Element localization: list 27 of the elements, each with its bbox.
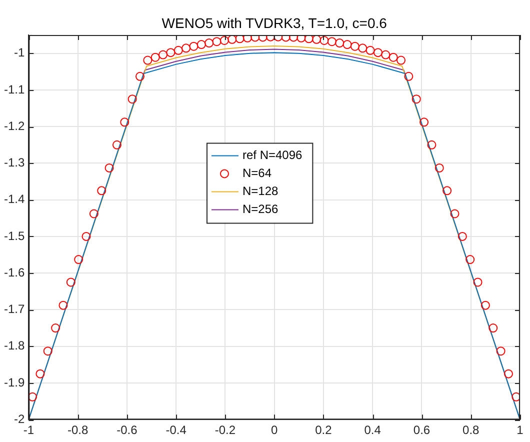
- y-tick-label: -1.8: [4, 338, 25, 353]
- y-tick-label: -2: [14, 412, 25, 426]
- y-tick-label: -1.3: [4, 156, 25, 170]
- x-tick-label: -0.4: [166, 423, 187, 438]
- y-tick-label: -1.6: [4, 265, 25, 280]
- x-tick-label: 0.6: [413, 423, 430, 438]
- y-tick-label: -1.5: [4, 228, 25, 243]
- legend-label: N=128: [242, 184, 279, 198]
- chart-title: WENO5 with TVDRK3, T=1.0, c=0.6: [162, 14, 388, 31]
- legend-label: N=64: [242, 166, 272, 180]
- y-tick-label: -1.4: [4, 192, 25, 206]
- x-tick-label: 1: [516, 423, 524, 438]
- x-tick-label: 0.4: [364, 423, 382, 438]
- x-tick-label: -1: [23, 423, 34, 438]
- legend-label: N=256: [242, 202, 279, 216]
- y-tick-label: -1.7: [4, 302, 25, 316]
- y-tick-label: -1.9: [4, 375, 25, 390]
- x-tick-label: 0.2: [315, 423, 332, 438]
- x-tick-label: -0.2: [214, 423, 236, 438]
- x-tick-label: -0.6: [116, 423, 138, 438]
- y-tick-label: -1.2: [4, 118, 25, 133]
- x-tick-label: 0: [270, 423, 278, 438]
- legend-label: ref N=4096: [242, 148, 303, 162]
- y-tick-label: -1.1: [4, 82, 25, 96]
- y-tick-label: -1: [14, 46, 25, 60]
- x-tick-label: -0.8: [67, 423, 88, 438]
- x-tick-label: 0.8: [462, 423, 480, 438]
